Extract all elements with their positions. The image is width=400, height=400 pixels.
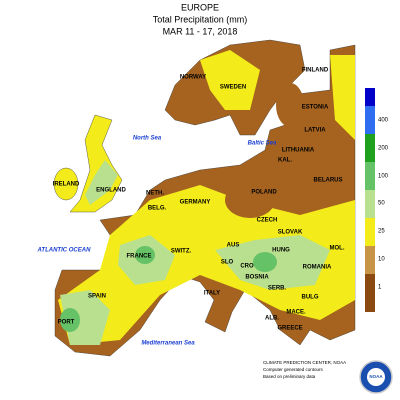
precip-area bbox=[200, 50, 260, 110]
legend bbox=[365, 88, 375, 312]
precip-area bbox=[330, 55, 355, 140]
country-label: SLO bbox=[221, 260, 234, 266]
country-label: GERMANY bbox=[180, 200, 211, 206]
legend-label: 50 bbox=[378, 201, 385, 207]
country-label: PORT bbox=[58, 320, 75, 326]
legend-label: 1 bbox=[378, 285, 382, 291]
country-label: GREECE bbox=[277, 326, 302, 332]
legend-label: 400 bbox=[378, 118, 389, 124]
country-label: ENGLAND bbox=[96, 188, 126, 194]
country-label: BOSNIA bbox=[245, 275, 269, 281]
title: EUROPE bbox=[181, 2, 219, 12]
country-label: NORWAY bbox=[180, 75, 206, 81]
precip-area bbox=[253, 252, 277, 272]
sea-label: ATLANTIC OCEAN bbox=[37, 248, 92, 254]
country-label: SWITZ. bbox=[171, 249, 192, 255]
credit: CLIMATE PREDICTION CENTER, NOAA bbox=[263, 360, 346, 365]
precip-area bbox=[225, 182, 275, 218]
legend-label: 25 bbox=[378, 229, 385, 235]
precip-area bbox=[58, 185, 355, 345]
country-label: MACE. bbox=[286, 310, 306, 316]
noaa-logo-inner bbox=[367, 368, 385, 386]
credit: Computer generated contours bbox=[263, 367, 324, 372]
country-label: ITALY bbox=[204, 291, 220, 297]
country-label: SERB. bbox=[268, 286, 287, 292]
country-label: BULG bbox=[302, 295, 319, 301]
country-label: NETH. bbox=[146, 191, 164, 197]
country-label: CRO bbox=[240, 264, 254, 270]
precip-area bbox=[60, 308, 80, 332]
subtitle: Total Precipitation (mm) bbox=[153, 14, 248, 24]
country-label: MOL. bbox=[330, 246, 345, 252]
country-label: FINLAND bbox=[302, 68, 329, 74]
country-label: SLOVAK bbox=[278, 230, 303, 236]
precip-area bbox=[276, 83, 304, 127]
credit: Based on preliminary data bbox=[263, 374, 316, 379]
precip-area bbox=[85, 160, 118, 205]
country-label: ROMANIA bbox=[303, 265, 332, 271]
country-label: ESTONIA bbox=[302, 105, 329, 111]
legend-swatch bbox=[365, 162, 375, 190]
date-range: MAR 11 - 17, 2018 bbox=[163, 26, 238, 36]
country-label: IRELAND bbox=[53, 182, 80, 188]
country-label: LATVIA bbox=[304, 128, 326, 134]
country-label: BELARUS bbox=[313, 178, 342, 184]
country-label: KAL. bbox=[278, 158, 292, 164]
sea-label: Mediterranean Sea bbox=[141, 341, 195, 347]
sea-label: North Sea bbox=[133, 136, 162, 142]
legend-swatch bbox=[365, 106, 375, 134]
country-label: BELG. bbox=[148, 206, 167, 212]
country-label: CZECH bbox=[257, 218, 278, 224]
country-label: AUS bbox=[227, 243, 240, 249]
sea-label: Baltic Sea bbox=[248, 141, 277, 147]
country-label: LITHUANIA bbox=[282, 148, 315, 154]
country-label: POLAND bbox=[251, 190, 277, 196]
logo-text: NOAA bbox=[369, 374, 383, 379]
land bbox=[53, 167, 79, 201]
legend-swatch bbox=[365, 246, 375, 274]
legend-swatch bbox=[365, 88, 375, 106]
precip-area bbox=[135, 246, 155, 264]
legend-label: 100 bbox=[378, 174, 389, 180]
legend-swatch bbox=[365, 274, 375, 312]
legend-label: 10 bbox=[378, 257, 385, 263]
country-label: HUNG bbox=[272, 248, 290, 254]
legend-swatch bbox=[365, 190, 375, 218]
country-label: SWEDEN bbox=[220, 85, 246, 91]
country-label: ALB. bbox=[265, 316, 279, 322]
legend-swatch bbox=[365, 218, 375, 246]
map bbox=[53, 39, 356, 357]
country-label: FRANCE bbox=[127, 254, 152, 260]
legend-label: 200 bbox=[378, 146, 389, 152]
country-label: SPAIN bbox=[88, 294, 106, 300]
legend-swatch bbox=[365, 134, 375, 162]
